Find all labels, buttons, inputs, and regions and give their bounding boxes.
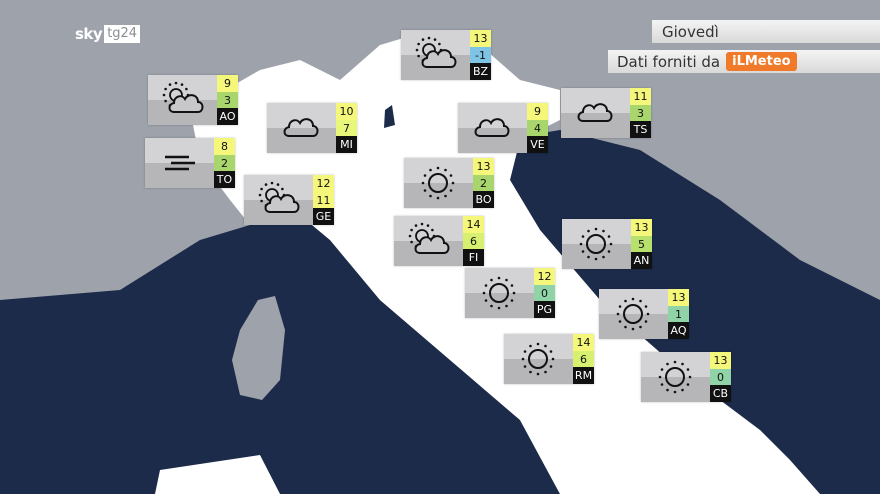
max-temp: 13 bbox=[710, 352, 731, 369]
city-forecast-ts: 11 3 TS bbox=[561, 88, 651, 139]
sky-tg24-logo: sky tg24 bbox=[75, 25, 141, 43]
min-temp: 4 bbox=[527, 119, 548, 137]
min-temp: 3 bbox=[217, 91, 238, 109]
min-temp: 11 bbox=[313, 191, 334, 209]
city-forecast-to: 8 2 TO bbox=[145, 138, 235, 189]
city-forecast-ao: 9 3 AO bbox=[148, 75, 238, 126]
partly-cloudy-icon bbox=[415, 36, 456, 68]
city-forecast-mi: 10 7 MI bbox=[267, 103, 357, 154]
city-code: FI bbox=[463, 249, 484, 267]
min-temp: 7 bbox=[336, 119, 357, 137]
city-forecast-ge: 12 11 GE bbox=[244, 175, 334, 226]
city-forecast-cb: 13 0 CB bbox=[641, 352, 731, 403]
min-temp: 6 bbox=[463, 232, 484, 250]
sun-icon bbox=[616, 297, 649, 331]
city-code: RM bbox=[573, 367, 594, 385]
min-temp: 0 bbox=[534, 284, 555, 302]
max-temp: 13 bbox=[631, 219, 652, 236]
max-temp: 12 bbox=[313, 175, 334, 192]
max-temp: 9 bbox=[527, 103, 548, 120]
max-temp: 13 bbox=[668, 289, 689, 306]
cloud-icon bbox=[283, 118, 318, 137]
corsica bbox=[232, 296, 285, 400]
city-code: AO bbox=[217, 108, 238, 126]
data-credit: Dati forniti da iLMeteo bbox=[608, 50, 880, 73]
partly-cloudy-icon bbox=[408, 222, 449, 254]
min-temp: 6 bbox=[573, 350, 594, 368]
day-label: Giovedì bbox=[652, 20, 880, 43]
sun-icon bbox=[482, 276, 515, 310]
city-code: AN bbox=[631, 252, 652, 270]
max-temp: 12 bbox=[534, 268, 555, 285]
city-forecast-rm: 14 6 RM bbox=[504, 334, 594, 385]
max-temp: 9 bbox=[217, 75, 238, 92]
city-code: BO bbox=[473, 191, 494, 209]
city-forecast-fi: 14 6 FI bbox=[394, 216, 484, 267]
city-code: PG bbox=[534, 301, 555, 319]
city-code: MI bbox=[336, 136, 357, 154]
min-temp: 2 bbox=[214, 154, 235, 172]
city-code: GE bbox=[313, 208, 334, 226]
partly-cloudy-icon bbox=[162, 81, 203, 113]
min-temp: 1 bbox=[668, 305, 689, 323]
sun-icon bbox=[521, 342, 554, 376]
min-temp: 2 bbox=[473, 174, 494, 192]
city-forecast-pg: 12 0 PG bbox=[465, 268, 555, 319]
max-temp: 14 bbox=[573, 334, 594, 351]
fog-icon bbox=[164, 155, 195, 171]
sun-icon bbox=[421, 166, 454, 200]
max-temp: 11 bbox=[630, 88, 651, 105]
city-code: VE bbox=[527, 136, 548, 154]
city-forecast-aq: 13 1 AQ bbox=[599, 289, 689, 340]
city-code: TS bbox=[630, 121, 651, 139]
cloud-icon bbox=[474, 118, 509, 137]
city-code: AQ bbox=[668, 322, 689, 340]
min-temp: 0 bbox=[710, 368, 731, 386]
sun-icon bbox=[579, 227, 612, 261]
lake-garda bbox=[384, 105, 395, 128]
city-forecast-bz: 13 -1 BZ bbox=[401, 30, 491, 81]
cloud-icon bbox=[577, 103, 612, 122]
min-temp: 5 bbox=[631, 235, 652, 253]
city-forecast-an: 13 5 AN bbox=[562, 219, 652, 270]
max-temp: 8 bbox=[214, 138, 235, 155]
city-forecast-ve: 9 4 VE bbox=[458, 103, 548, 154]
sun-icon bbox=[658, 360, 691, 394]
min-temp: 3 bbox=[630, 104, 651, 122]
city-code: TO bbox=[214, 171, 235, 189]
max-temp: 13 bbox=[470, 30, 491, 47]
min-temp: -1 bbox=[470, 46, 491, 64]
city-code: BZ bbox=[470, 63, 491, 81]
sardinia bbox=[155, 455, 280, 494]
partly-cloudy-icon bbox=[258, 181, 299, 213]
max-temp: 14 bbox=[463, 216, 484, 233]
max-temp: 13 bbox=[473, 158, 494, 175]
city-code: CB bbox=[710, 385, 731, 403]
city-forecast-bo: 13 2 BO bbox=[404, 158, 494, 209]
ilmeteo-logo: iLMeteo bbox=[726, 52, 797, 71]
max-temp: 10 bbox=[336, 103, 357, 120]
